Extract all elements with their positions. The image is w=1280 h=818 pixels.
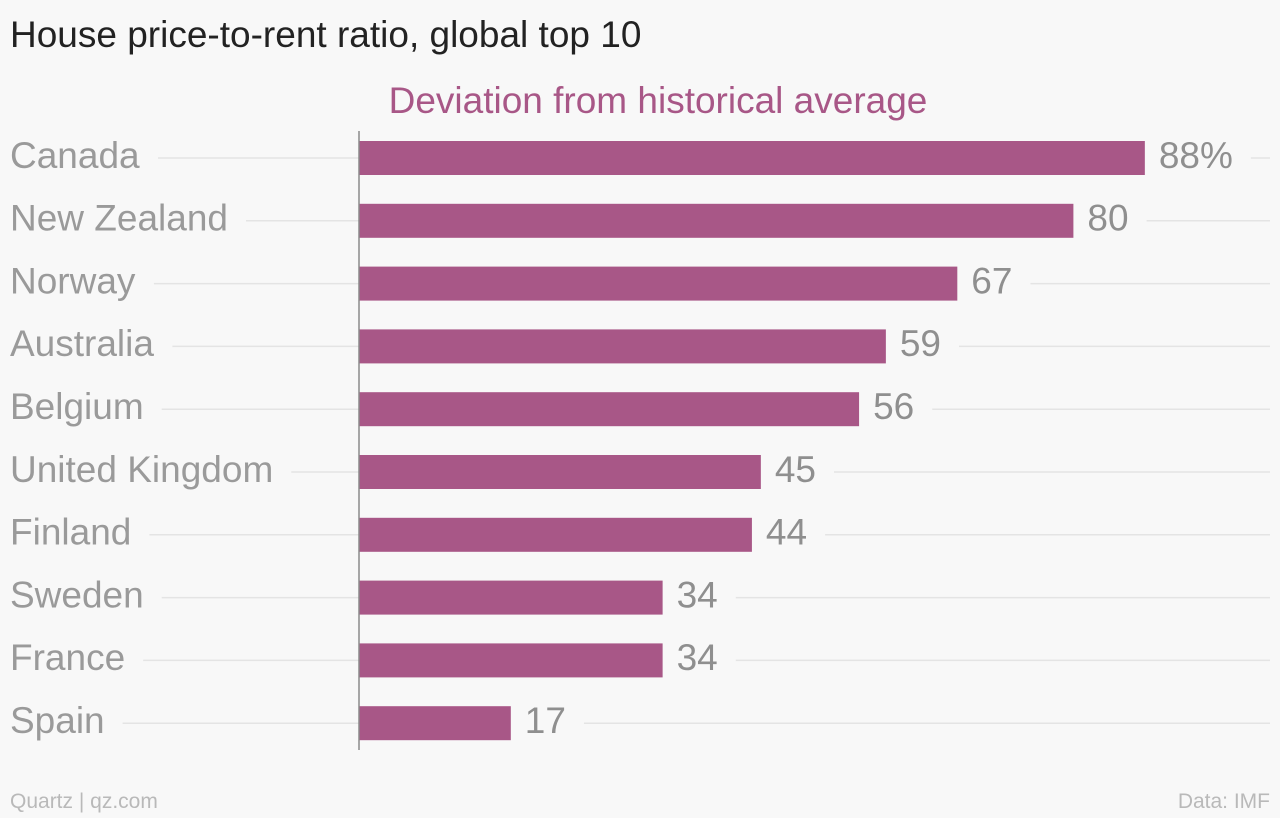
data-credit: Data: IMF (1177, 790, 1270, 813)
value-label: 34 (677, 637, 718, 678)
category-label: United Kingdom (10, 449, 273, 490)
value-label: 59 (900, 323, 941, 364)
category-label: Canada (10, 135, 140, 176)
source-credit: Quartz | qz.com (10, 790, 158, 813)
value-label: 44 (766, 512, 807, 553)
chart-title: House price-to-rent ratio, global top 10 (10, 14, 642, 55)
category-label: Australia (10, 323, 154, 364)
value-label: 45 (775, 449, 816, 490)
category-label: France (10, 637, 125, 678)
value-label: 67 (971, 260, 1012, 301)
bar (359, 706, 511, 741)
bar (359, 643, 663, 678)
bars (359, 141, 1145, 741)
bar (359, 141, 1145, 175)
category-label: Norway (10, 260, 136, 301)
bar (359, 266, 958, 301)
value-label: 80 (1087, 198, 1128, 239)
category-label: Finland (10, 512, 131, 553)
bar (359, 203, 1074, 238)
category-label: Sweden (10, 574, 144, 615)
series-label: Deviation from historical average (389, 80, 928, 121)
value-label: 34 (677, 574, 718, 615)
bar (359, 580, 663, 615)
bar (359, 392, 860, 427)
labels: Canada 88% New Zealand 80 Norway 67 Australia 5… (10, 135, 1233, 741)
category-label: New Zealand (10, 198, 228, 239)
category-label: Belgium (10, 386, 144, 427)
bar (359, 517, 752, 552)
value-label: 88% (1159, 135, 1233, 176)
bar (359, 455, 761, 489)
value-label: 56 (873, 386, 914, 427)
category-label: Spain (10, 700, 105, 741)
gridlines (122, 157, 1270, 724)
bar (359, 329, 886, 364)
value-label: 17 (525, 700, 566, 741)
